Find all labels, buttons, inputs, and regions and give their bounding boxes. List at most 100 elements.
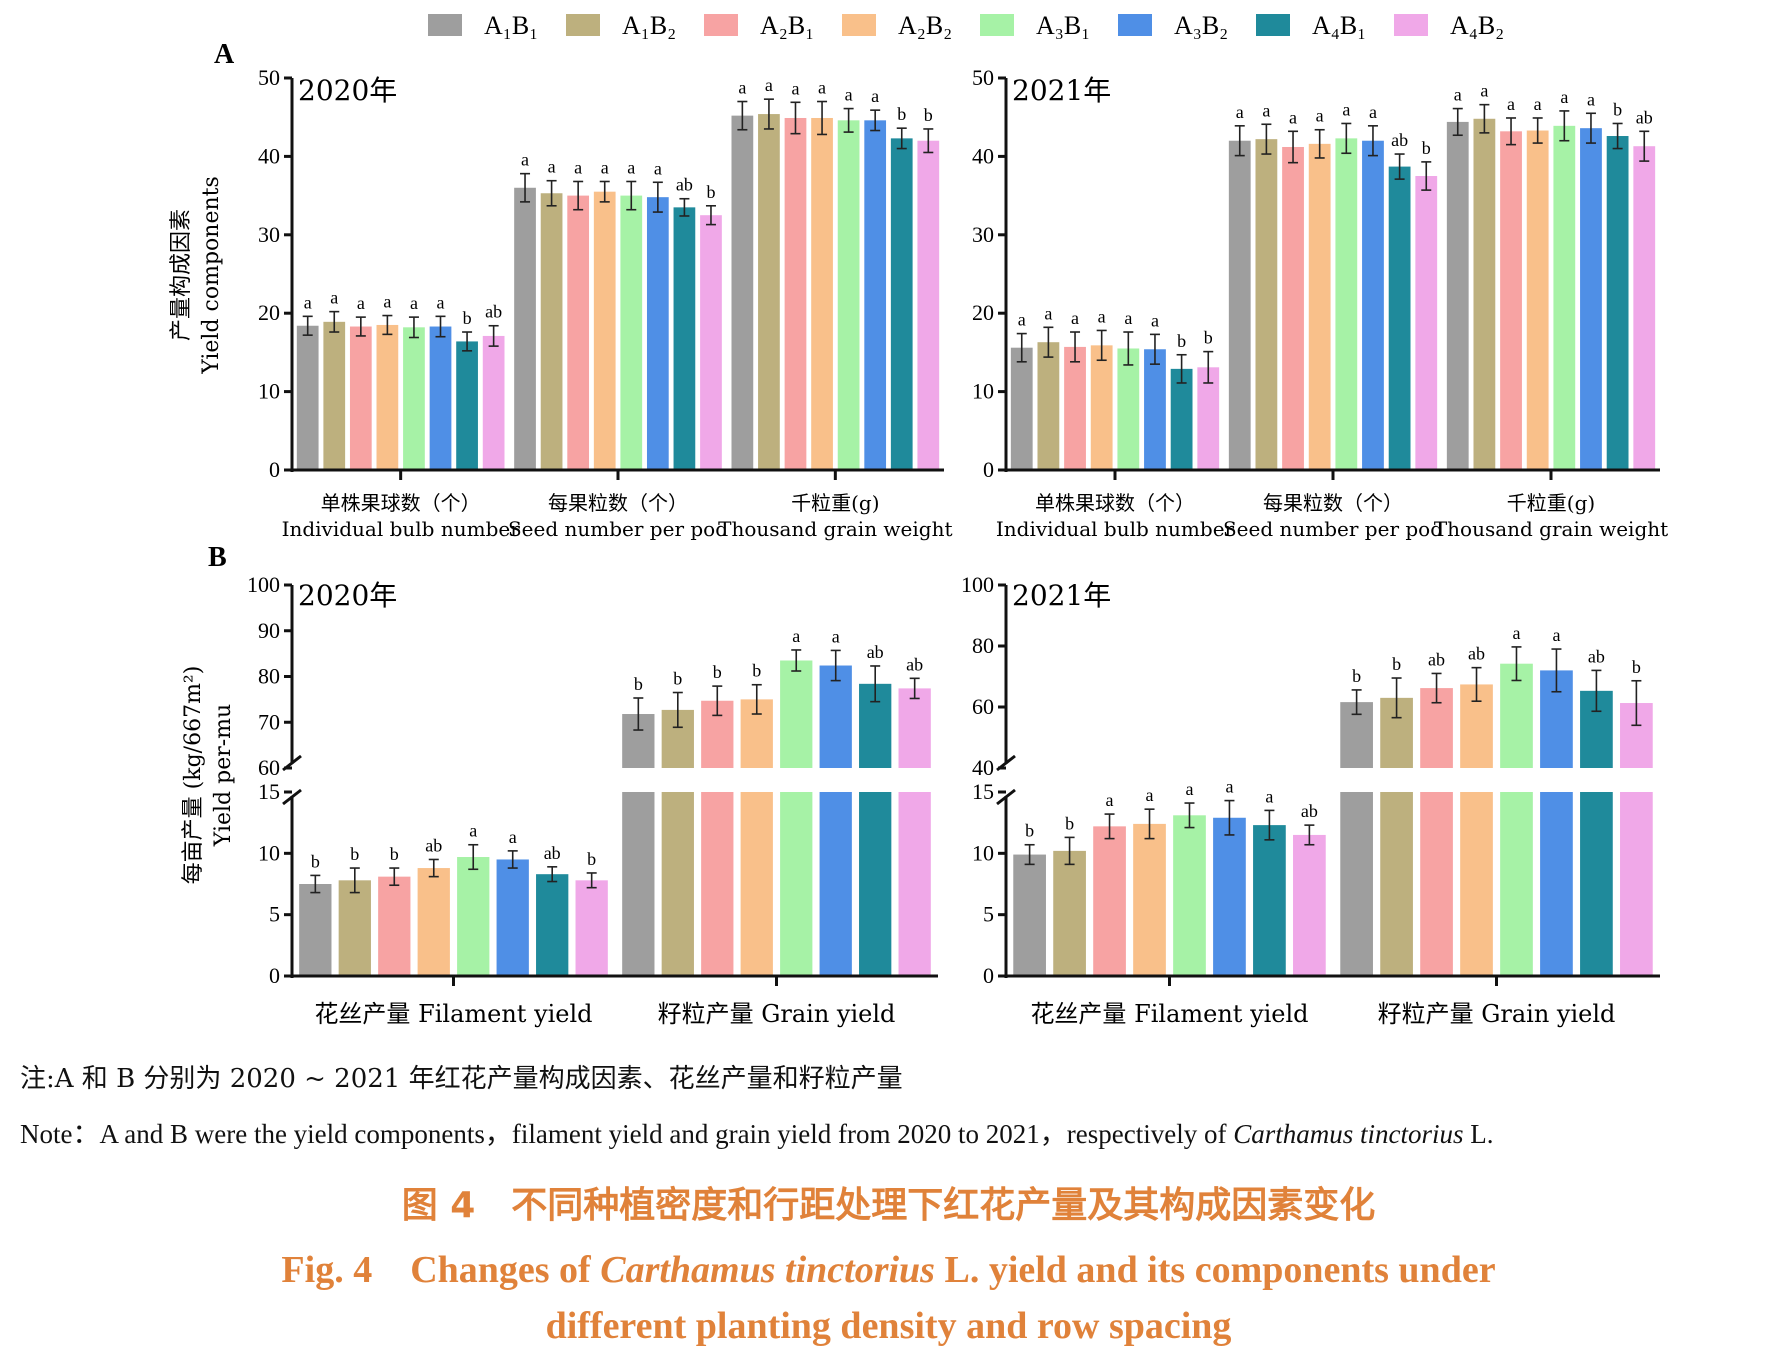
bar <box>1500 131 1522 470</box>
bar <box>299 884 332 976</box>
bar-lower-segment <box>780 792 813 976</box>
y-tick-label: 30 <box>972 222 994 247</box>
significance-letter: b <box>463 308 472 328</box>
significance-letter: b <box>924 105 933 125</box>
significance-letter: a <box>1185 779 1193 799</box>
significance-letter: b <box>634 674 643 694</box>
legend-label: A₂B₂ <box>898 11 952 40</box>
legend-swatch <box>980 14 1014 36</box>
category-label: 花丝产量 Filament yield <box>1030 1000 1308 1028</box>
bar <box>890 138 913 471</box>
significance-letter: a <box>654 158 662 178</box>
bar-lower-segment <box>622 792 655 976</box>
bar-lower-segment <box>1540 792 1573 976</box>
legend: A₁B₁ A₁B₂ A₂B₁ A₂B₂ A₃B₁ A₃B₂ A₄B₁ A₄B₂ <box>428 11 1504 40</box>
significance-letter: b <box>1177 331 1186 351</box>
significance-letter: a <box>738 78 746 98</box>
significance-letter: a <box>818 78 826 98</box>
bar <box>1473 118 1496 470</box>
legend-swatch <box>1394 14 1428 36</box>
bar-lower-segment <box>661 792 694 976</box>
note-en-end: L. <box>1463 1119 1494 1149</box>
legend-label: A₄B₁ <box>1312 11 1366 40</box>
bar <box>646 197 669 470</box>
significance-letter: b <box>897 104 906 124</box>
significance-letter: a <box>1124 308 1132 328</box>
significance-letter: b <box>1204 328 1213 348</box>
category-label: 籽粒产量 Grain yield <box>658 1000 896 1028</box>
bar <box>323 321 346 470</box>
bar <box>1144 349 1166 470</box>
significance-letter: a <box>509 827 517 847</box>
bar <box>593 191 616 470</box>
significance-letter: ab <box>867 642 884 662</box>
significance-letter: a <box>383 292 391 312</box>
category-label-en: Individual bulb number <box>996 517 1235 541</box>
bar <box>1197 367 1220 470</box>
caption-en-prefix: Fig. 4 Changes of <box>281 1249 601 1291</box>
legend-label: A₁B₂ <box>622 11 676 40</box>
significance-letter: a <box>791 78 799 98</box>
figure-canvas: A₁B₁ A₁B₂ A₂B₁ A₂B₂ A₃B₁ A₃B₂ A₄B₁ A₄B₂ A B 产量构… <box>169 11 1668 1028</box>
significance-letter: b <box>390 844 399 864</box>
significance-letter: a <box>1146 785 1154 805</box>
bar <box>1010 347 1033 470</box>
significance-letter: a <box>1044 303 1052 323</box>
category-label-en: Seed number per pod <box>508 517 728 541</box>
bar <box>1253 825 1286 976</box>
significance-letter: ab <box>1428 649 1445 669</box>
bar <box>1415 176 1438 470</box>
bar <box>540 193 563 471</box>
bar <box>1308 143 1331 470</box>
significance-letter: a <box>1342 99 1350 119</box>
legend-label: A₂B₁ <box>760 11 814 40</box>
bar <box>1133 823 1166 976</box>
significance-letter: b <box>706 182 715 202</box>
panel-letter-a: A <box>214 39 235 70</box>
y-tick-label: 50 <box>258 65 280 90</box>
bar <box>784 117 807 470</box>
bar <box>1173 815 1206 976</box>
panel-a-ylabel: 产量构成因素 Yield components <box>169 176 224 375</box>
significance-letter: ab <box>1301 801 1318 821</box>
bar <box>1228 140 1251 470</box>
figure-caption-en-line2: different planting density and row spaci… <box>545 1305 1232 1347</box>
bar <box>1580 128 1602 470</box>
note-en-species: Carthamus tinctorius <box>1233 1119 1464 1149</box>
category-label-en: Thousand grain weight <box>1434 517 1668 541</box>
bar <box>700 215 722 470</box>
chart-panels: 2020年aaaaaaaaaaaaaaaaaababbabbb010203040… <box>247 65 1668 1028</box>
legend-label: A₃B₁ <box>1036 11 1090 40</box>
bar <box>837 120 860 470</box>
legend-swatch <box>428 14 462 36</box>
legend-label: A₁B₁ <box>484 11 538 40</box>
significance-letter: ab <box>906 654 923 674</box>
bar-lower-segment <box>1340 792 1373 976</box>
significance-letter: b <box>1613 99 1622 119</box>
legend-swatch <box>1256 14 1290 36</box>
note-cn: 注:A 和 B 分别为 2020 ~ 2021 年红花产量构成因素、花丝产量和籽… <box>20 1064 903 1094</box>
y-tick-label: 30 <box>258 222 280 247</box>
legend-label: A₄B₂ <box>1450 11 1504 40</box>
panel-a-ylabel-en: Yield components <box>199 176 224 375</box>
panel-b-ylabel: 每亩产量 (kg/667m²) Yield per-mu <box>181 666 236 885</box>
y-tick-label: 20 <box>972 300 994 325</box>
bar-upper-segment <box>819 665 852 768</box>
panel-b-ylabel-en: Yield per-mu <box>211 704 236 847</box>
panel-a-ylabel-cn: 产量构成因素 <box>169 209 194 341</box>
significance-letter: a <box>304 292 312 312</box>
y-tick-label: 100 <box>961 572 994 597</box>
significance-letter: a <box>1552 625 1560 645</box>
significance-letter: a <box>548 157 556 177</box>
significance-letter: b <box>713 662 722 682</box>
bar <box>457 857 490 976</box>
bar <box>349 326 372 470</box>
y-tick-label: 60 <box>258 755 280 780</box>
figure-caption-en-line1: Fig. 4 Changes of Carthamus tinctorius L… <box>0 1238 1777 1293</box>
bar <box>1553 125 1576 470</box>
bar <box>575 880 608 976</box>
bar <box>1170 368 1193 470</box>
bar <box>482 335 505 470</box>
significance-letter: a <box>330 288 338 308</box>
y-tick-label: 5 <box>269 902 280 927</box>
